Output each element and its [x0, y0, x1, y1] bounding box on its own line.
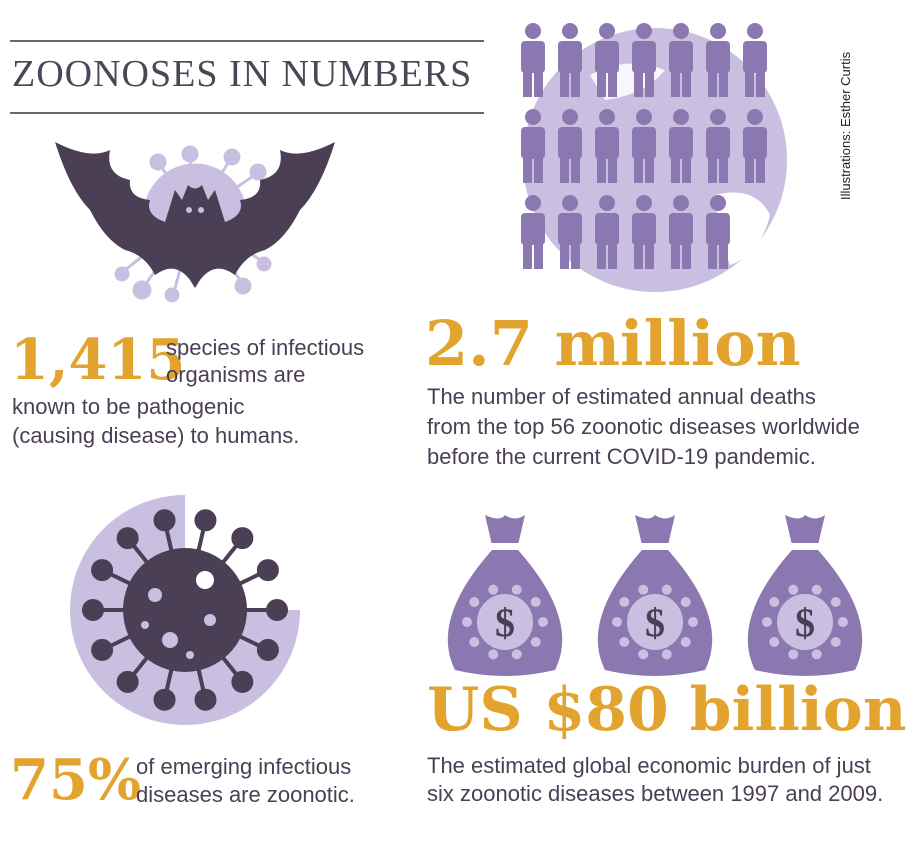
money-bags-illustration: $ $ $ [447, 515, 863, 676]
person-icon [632, 195, 656, 269]
person-icon [669, 195, 693, 269]
person-icon [706, 23, 730, 97]
stat-emerging-value: 75% [10, 747, 142, 813]
person-icon [595, 195, 619, 269]
person-icon [632, 23, 656, 97]
bat-eye-right [198, 207, 204, 213]
stat-deaths-line3: before the current COVID-19 pandemic. [427, 444, 816, 469]
globe-continent [715, 192, 770, 265]
dollar-sign: $ [495, 600, 515, 645]
stat-species-line4: (causing disease) to humans. [12, 423, 300, 448]
stat-species-value: 1,415 [10, 327, 186, 393]
person-icon [558, 195, 582, 269]
virus-body [123, 548, 247, 672]
money-bag-icon: $ [447, 515, 563, 676]
bat-body [55, 142, 335, 288]
money-bag-icon: $ [747, 515, 863, 676]
virus-icon [82, 509, 288, 711]
stat-emerging-line2: diseases are zoonotic. [136, 782, 355, 807]
stat-species-line1: species of infectious [166, 335, 365, 360]
person-icon [595, 23, 619, 97]
person-icon [521, 195, 545, 269]
money-bag-icon: $ [597, 515, 713, 676]
person-icon [669, 109, 693, 183]
title-rule-bottom [10, 112, 484, 114]
dollar-sign: $ [795, 600, 815, 645]
person-icon [521, 23, 545, 97]
bat-eye-left [186, 207, 192, 213]
bat-icon [55, 142, 335, 303]
title-rule-top [10, 40, 484, 42]
person-icon [669, 23, 693, 97]
stat-deaths-line2: from the top 56 zoonotic diseases worldw… [427, 414, 860, 439]
person-icon [595, 109, 619, 183]
person-icon [521, 109, 545, 183]
person-icon [706, 109, 730, 183]
illustration-credit: Illustrations: Esther Curtis [838, 51, 853, 200]
stat-emerging-line1: of emerging infectious [136, 754, 352, 779]
stat-species-line3: known to be pathogenic [12, 394, 245, 419]
people-group [521, 23, 767, 269]
person-icon [632, 109, 656, 183]
virus-spots [141, 571, 216, 659]
stat-economic-line2: six zoonotic diseases between 1997 and 2… [427, 781, 884, 806]
stat-economic-value: US $80 billion [427, 675, 907, 745]
stat-species-line2: organisms are [166, 362, 306, 387]
people-globe-illustration [521, 23, 787, 292]
person-icon [558, 23, 582, 97]
stat-economic-line1: The estimated global economic burden of … [427, 753, 871, 778]
person-icon [743, 109, 767, 183]
person-icon [706, 195, 730, 269]
stat-deaths-line1: The number of estimated annual deaths [427, 384, 816, 409]
person-icon [743, 23, 767, 97]
virus-illustration [70, 495, 300, 725]
stat-deaths-value: 2.7 million [425, 307, 801, 380]
person-icon [558, 109, 582, 183]
page-title: ZOONOSES IN NUMBERS [12, 53, 473, 95]
dollar-sign: $ [645, 600, 665, 645]
